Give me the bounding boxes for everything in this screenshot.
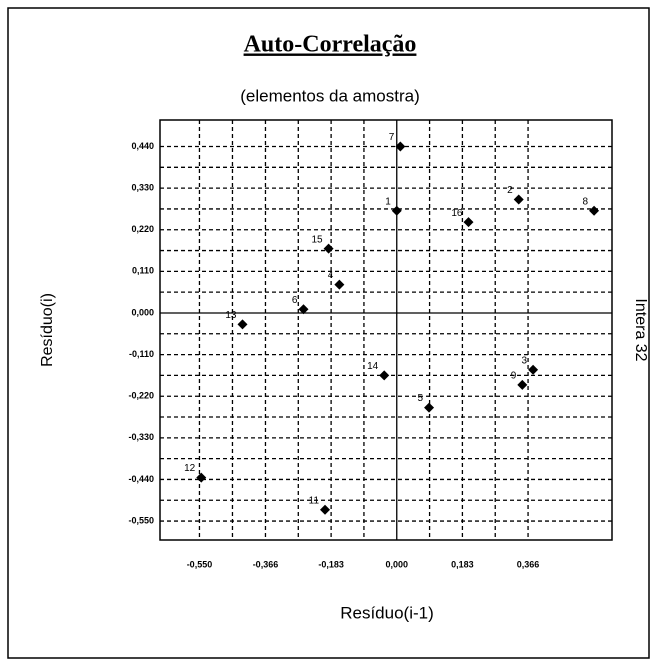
- point-label: 2: [507, 185, 513, 196]
- point-label: 11: [309, 495, 320, 506]
- y-tick-label: 0,330: [131, 182, 154, 192]
- point: [463, 217, 474, 228]
- y-tick-label: 0,110: [132, 266, 154, 276]
- point-label: 15: [311, 234, 323, 245]
- point-label: 7: [389, 132, 395, 143]
- x-tick-label: 0,000: [385, 559, 408, 569]
- y-tick-label: -0,330: [128, 432, 154, 442]
- y-tick-label: -0,110: [129, 349, 154, 359]
- y-axis-label: Resíduo(i): [39, 293, 56, 367]
- point: [323, 243, 334, 254]
- point-label: 6: [292, 295, 298, 306]
- point-label: 1: [385, 196, 391, 207]
- point-label: 8: [583, 196, 589, 207]
- y-tick-label: -0,220: [128, 391, 154, 401]
- side-label: Intera 32: [632, 298, 649, 361]
- point: [395, 141, 406, 152]
- point-label: 13: [225, 310, 237, 321]
- x-tick-label: -0,550: [187, 559, 213, 569]
- y-tick-label: -0,440: [128, 474, 154, 484]
- chart-title: Auto-Correlação: [244, 32, 417, 58]
- point-label: 14: [367, 361, 379, 372]
- point-label: 5: [417, 393, 423, 404]
- point: [513, 194, 524, 205]
- x-axis-label: Resíduo(i-1): [340, 603, 434, 622]
- x-tick-label: 0,366: [517, 559, 540, 569]
- point: [334, 279, 345, 290]
- point: [589, 205, 600, 216]
- point-label: 12: [184, 463, 196, 474]
- point: [517, 379, 528, 390]
- point-label: 3: [522, 355, 528, 366]
- point: [391, 205, 402, 216]
- point: [379, 370, 390, 381]
- x-tick-label: -0,183: [318, 559, 344, 569]
- x-tick-label: -0,366: [253, 559, 279, 569]
- point: [237, 319, 248, 330]
- point: [196, 472, 207, 483]
- y-tick-label: -0,550: [128, 515, 154, 525]
- x-tick-label: 0,183: [451, 559, 474, 569]
- point-label: 4: [328, 270, 334, 281]
- point: [424, 402, 435, 413]
- point-label: 9: [511, 371, 517, 382]
- point-label: 16: [451, 208, 463, 219]
- y-tick-label: 0,000: [131, 307, 154, 317]
- point: [528, 364, 539, 375]
- frame: [7, 7, 650, 659]
- y-tick-label: 0,440: [131, 141, 154, 151]
- y-tick-label: 0,220: [131, 224, 154, 234]
- plot-area: [159, 119, 613, 541]
- point: [320, 504, 331, 515]
- point: [298, 304, 309, 315]
- chart-subtitle: (elementos da amostra): [240, 86, 420, 105]
